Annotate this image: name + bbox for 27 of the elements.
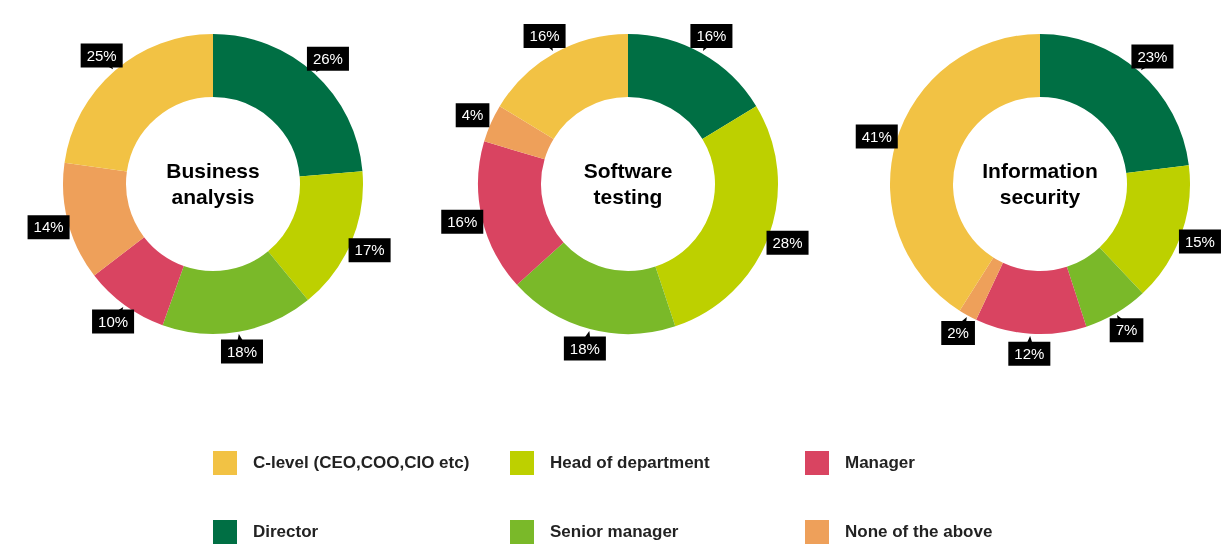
data-label: 18%	[569, 339, 600, 357]
data-label: 16%	[696, 27, 727, 45]
data-label: 41%	[861, 127, 892, 145]
legend-label: C-level (CEO,COO,CIO etc)	[253, 453, 470, 473]
text: Information security	[981, 158, 1099, 210]
data-label: 10%	[98, 312, 129, 330]
text: Business analysis	[165, 158, 261, 210]
data-label: 7%	[1115, 321, 1138, 339]
text: Software testing	[582, 158, 674, 210]
legend-label: None of the above	[845, 522, 993, 542]
data-label: 18%	[226, 342, 257, 360]
data-label: 26%	[312, 49, 343, 67]
data-label: 25%	[86, 46, 117, 64]
legend-label: Senior manager	[550, 522, 679, 542]
legend-label: Manager	[845, 453, 915, 473]
legend-label: Head of department	[550, 453, 710, 473]
data-label: 16%	[447, 212, 478, 230]
data-label: 16%	[529, 27, 560, 45]
data-label: 17%	[354, 241, 385, 259]
data-label: 15%	[1184, 232, 1215, 250]
data-label: 2%	[947, 324, 969, 342]
data-label: 23%	[1137, 47, 1168, 65]
data-label: 14%	[33, 218, 64, 236]
data-label: 12%	[1014, 344, 1045, 362]
legend-label: Director	[253, 522, 319, 542]
data-label: 28%	[772, 233, 803, 251]
data-label: 4%	[461, 106, 484, 124]
